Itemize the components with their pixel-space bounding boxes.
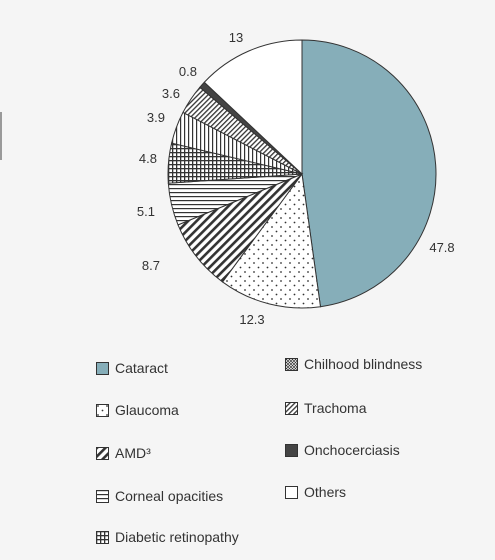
slice-glaucoma <box>221 172 322 309</box>
legend-swatch-amd <box>96 446 109 460</box>
slice-others <box>203 39 303 176</box>
legend-item-glaucoma: Glaucoma <box>96 400 179 420</box>
data-label-onchocerciasis: 0.8 <box>179 64 197 79</box>
legend-label-corneal-opacities: Corneal opacities <box>115 488 224 504</box>
legend-swatch-trachoma <box>285 401 298 415</box>
legend-label-amd: AMD³ <box>115 445 151 461</box>
data-label-cataract: 47.8 <box>429 240 454 255</box>
data-label-glaucoma: 12.3 <box>239 312 264 327</box>
slice-cataract <box>301 39 437 308</box>
legend-swatch-cataract <box>96 361 109 375</box>
legend-item-corneal-opacities: Corneal opacities <box>96 486 223 506</box>
legend-item-trachoma: Trachoma <box>285 398 367 418</box>
legend-label-diabetic-retinopathy: Diabetic retinopathy <box>115 529 239 545</box>
legend-label-others: Others <box>304 484 347 500</box>
legend-item-chilhood-blindness: Chilhood blindness <box>285 354 422 374</box>
legend-label-onchocerciasis: Onchocerciasis <box>304 442 400 458</box>
legend-swatch-diabetic-retinopathy <box>96 530 109 544</box>
legend-swatch-corneal-opacities <box>96 489 109 503</box>
legend-swatch-others <box>285 485 298 499</box>
legend-label-chilhood-blindness: Chilhood blindness <box>304 356 423 372</box>
legend-item-onchocerciasis: Onchocerciasis <box>285 440 400 460</box>
legend-label-glaucoma: Glaucoma <box>115 402 179 418</box>
pie-slices <box>167 39 437 309</box>
legend-label-cataract: Cataract <box>115 360 168 376</box>
data-label-chilhood-blindness: 3.9 <box>147 110 165 125</box>
legend-item-cataract: Cataract <box>96 358 168 378</box>
legend-swatch-onchocerciasis <box>285 443 298 457</box>
data-label-trachoma: 3.6 <box>162 86 180 101</box>
legend-item-amd: AMD³ <box>96 443 151 463</box>
legend-swatch-chilhood-blindness <box>285 357 298 371</box>
pie-chart: 47.8 12.3 8.7 5.1 4.8 3.9 3.6 0.8 13 <box>137 30 455 327</box>
data-label-others: 13 <box>229 30 243 45</box>
data-label-corneal-opacities: 5.1 <box>137 204 155 219</box>
data-label-diabetic-retinopathy: 4.8 <box>139 151 157 166</box>
legend-swatch-glaucoma <box>96 403 109 417</box>
pie-data-labels: 47.8 12.3 8.7 5.1 4.8 3.9 3.6 0.8 13 <box>137 30 455 327</box>
legend-label-trachoma: Trachoma <box>304 400 367 416</box>
legend-item-diabetic-retinopathy: Diabetic retinopathy <box>96 527 239 547</box>
margin-mark <box>0 112 2 160</box>
data-label-amd: 8.7 <box>142 258 160 273</box>
legend-item-others: Others <box>285 482 346 502</box>
